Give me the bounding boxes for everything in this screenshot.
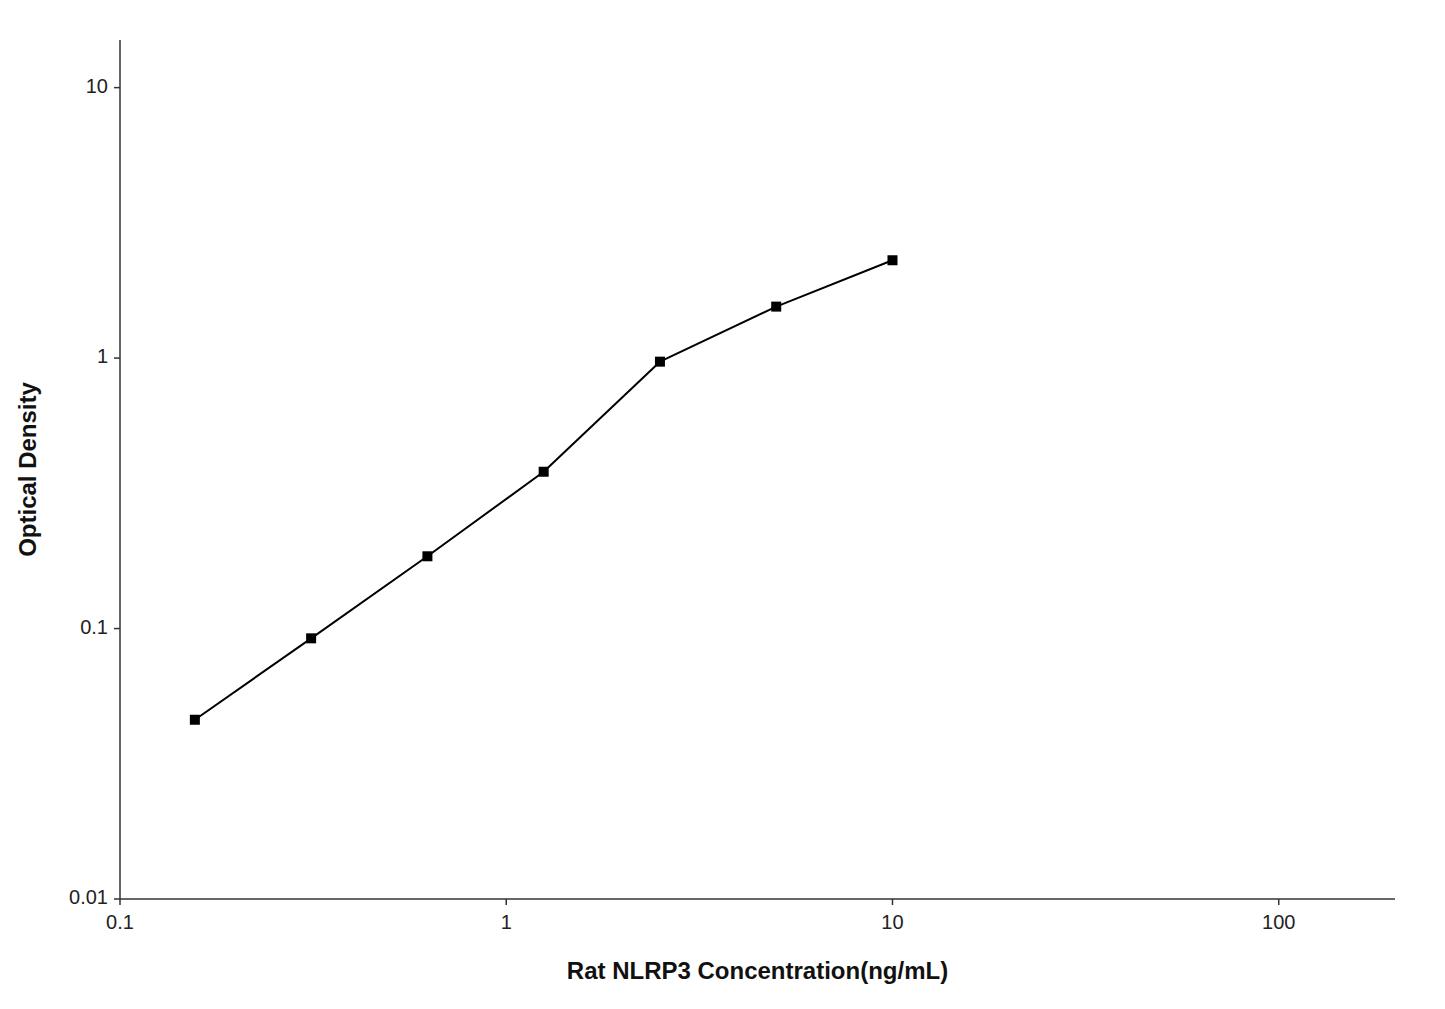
data-line <box>195 260 893 720</box>
data-point <box>887 255 897 265</box>
y-tick <box>114 357 120 359</box>
y-tick <box>114 898 120 900</box>
x-tick <box>119 899 121 905</box>
chart-container: 0.1 1 10 100 0.01 0.1 1 10 Rat NLRP3 Concentrati… <box>0 0 1445 1009</box>
data-point <box>655 357 665 367</box>
data-point <box>190 715 200 725</box>
y-axis-line <box>119 40 121 899</box>
x-tick <box>505 899 507 905</box>
y-tick-label: 0.1 <box>80 616 108 638</box>
x-tick-label: 0.1 <box>106 911 134 933</box>
y-tick <box>114 87 120 89</box>
data-point <box>422 551 432 561</box>
y-tick <box>114 628 120 630</box>
x-axis-line <box>120 898 1395 900</box>
y-axis-label: Optical Density <box>14 381 41 556</box>
y-tick-label: 1 <box>97 345 108 367</box>
data-point <box>539 467 549 477</box>
y-tick-label: 10 <box>86 75 108 97</box>
x-tick-label: 10 <box>881 911 903 933</box>
plot-area <box>190 255 898 725</box>
chart-svg: 0.1 1 10 100 0.01 0.1 1 10 Rat NLRP3 Concentrati… <box>0 0 1445 1009</box>
y-tick-label: 0.01 <box>69 886 108 908</box>
data-point <box>306 633 316 643</box>
x-tick-label: 1 <box>501 911 512 933</box>
x-tick <box>892 899 894 905</box>
axes: 0.1 1 10 100 0.01 0.1 1 10 <box>69 40 1395 933</box>
x-tick-label: 100 <box>1262 911 1295 933</box>
data-point <box>771 302 781 312</box>
x-axis-label: Rat NLRP3 Concentration(ng/mL) <box>567 957 948 984</box>
x-tick <box>1278 899 1280 905</box>
